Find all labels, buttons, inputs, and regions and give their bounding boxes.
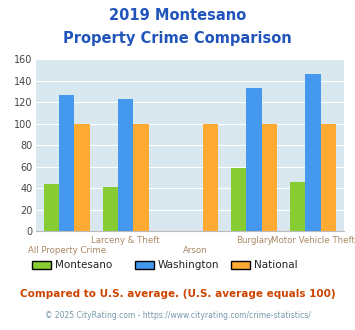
Bar <box>246 88 262 231</box>
Text: Washington: Washington <box>158 260 219 270</box>
Bar <box>44 184 59 231</box>
Text: Arson: Arson <box>183 246 207 255</box>
Text: All Property Crime: All Property Crime <box>28 246 106 255</box>
Text: National: National <box>254 260 297 270</box>
Bar <box>74 124 89 231</box>
Text: Larceny & Theft: Larceny & Theft <box>92 236 160 245</box>
Bar <box>59 95 74 231</box>
Text: © 2025 CityRating.com - https://www.cityrating.com/crime-statistics/: © 2025 CityRating.com - https://www.city… <box>45 311 310 320</box>
Bar <box>262 124 277 231</box>
Bar <box>203 124 218 231</box>
Bar <box>290 182 306 231</box>
Text: 2019 Montesano: 2019 Montesano <box>109 8 246 23</box>
Text: Motor Vehicle Theft: Motor Vehicle Theft <box>271 236 355 245</box>
Text: Montesano: Montesano <box>55 260 112 270</box>
Text: Compared to U.S. average. (U.S. average equals 100): Compared to U.S. average. (U.S. average … <box>20 289 335 299</box>
Bar <box>118 99 133 231</box>
Bar <box>231 168 246 231</box>
Bar <box>133 124 149 231</box>
Text: Property Crime Comparison: Property Crime Comparison <box>63 31 292 46</box>
Bar <box>321 124 336 231</box>
Bar <box>103 187 118 231</box>
Text: Burglary: Burglary <box>236 236 272 245</box>
Bar <box>306 74 321 231</box>
